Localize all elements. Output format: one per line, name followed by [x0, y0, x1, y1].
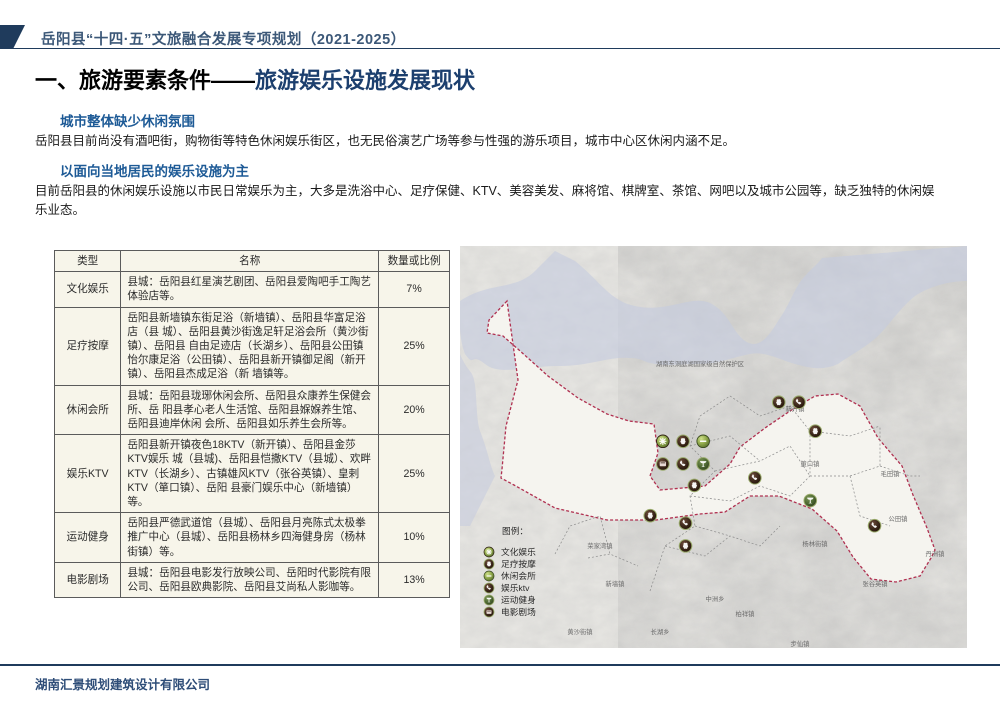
- svg-text:毛田镇: 毛田镇: [881, 469, 901, 478]
- svg-text:柏祥镇: 柏祥镇: [736, 609, 756, 618]
- svg-text:娱乐ktv: 娱乐ktv: [501, 582, 530, 593]
- svg-text:湖南东洞庭湖国家级自然保护区: 湖南东洞庭湖国家级自然保护区: [656, 359, 744, 368]
- svg-text:丹洲镇: 丹洲镇: [926, 549, 946, 558]
- svg-text:杨林街镇: 杨林街镇: [802, 539, 828, 548]
- svg-text:筻口镇: 筻口镇: [801, 459, 821, 468]
- svg-text:中洲乡: 中洲乡: [706, 594, 725, 603]
- svg-text:文化娱乐: 文化娱乐: [501, 546, 536, 557]
- svg-text:休闲会所: 休闲会所: [501, 570, 536, 581]
- svg-text:黄沙街镇: 黄沙街镇: [567, 627, 593, 636]
- svg-text:运动健身: 运动健身: [501, 594, 536, 605]
- svg-text:步仙镇: 步仙镇: [791, 639, 811, 648]
- svg-text:长湖乡: 长湖乡: [651, 627, 670, 636]
- svg-text:足疗按摩: 足疗按摩: [501, 558, 536, 569]
- svg-text:公田镇: 公田镇: [889, 514, 909, 523]
- svg-text:新墙镇: 新墙镇: [606, 579, 626, 588]
- svg-text:图例：: 图例：: [502, 525, 528, 536]
- svg-text:荣家湾镇: 荣家湾镇: [587, 541, 613, 550]
- svg-text:张谷英镇: 张谷英镇: [862, 579, 888, 588]
- svg-text:电影剧场: 电影剧场: [501, 606, 536, 617]
